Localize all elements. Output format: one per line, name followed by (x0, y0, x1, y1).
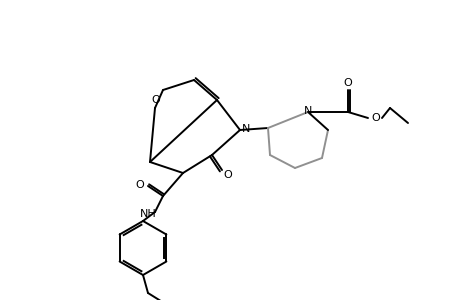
Text: O: O (223, 170, 232, 180)
Text: O: O (135, 180, 144, 190)
Text: NH: NH (140, 209, 156, 219)
Text: N: N (303, 106, 312, 116)
Text: O: O (343, 78, 352, 88)
Text: O: O (371, 113, 380, 123)
Text: O: O (151, 95, 160, 105)
Text: N: N (241, 124, 250, 134)
